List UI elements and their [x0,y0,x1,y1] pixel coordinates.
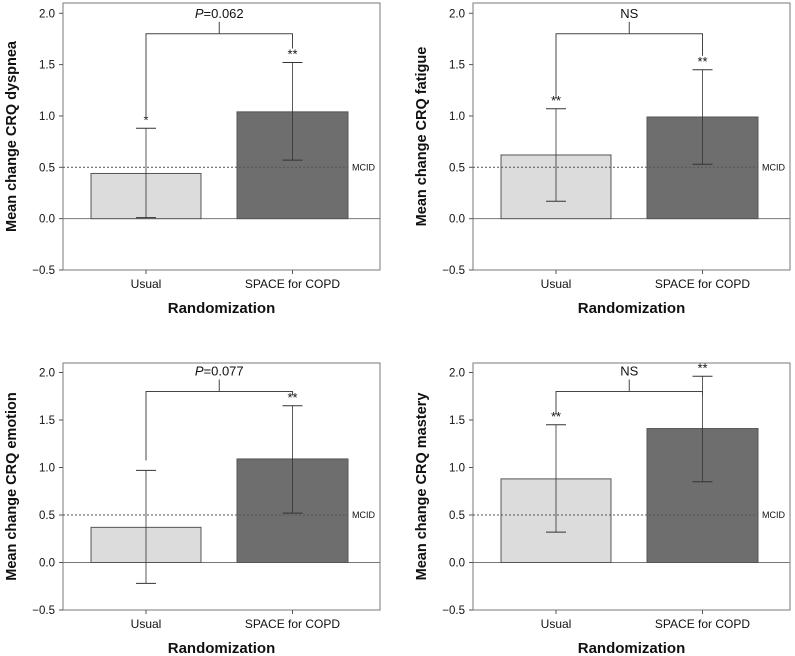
y-tick-label: 1.5 [39,60,55,72]
comparison-bracket [145,391,293,461]
x-axis-title: Randomization [578,640,686,656]
chart-panel-2: −0.5 0.0 0.5 1.0 1.5 2.0 ** Usual ** SPACE for CO… [414,2,791,317]
comparison-bracket [555,391,703,415]
y-tick-label: 1.0 [449,111,465,123]
chart-panel-3: −0.5 0.0 0.5 1.0 1.5 2.0 Usual ** SPACE for COPD… [4,362,381,656]
y-tick-label: 0.0 [449,558,465,570]
x-axis-title: Randomization [168,640,276,656]
mcid-label: MCID [762,162,785,172]
y-tick-label: 1.5 [39,415,55,427]
comparison-prefix: P [195,6,204,21]
y-tick-label: 0.5 [449,510,465,522]
significance-marker: ** [287,47,297,62]
x-axis-title: Randomization [168,300,276,317]
x-category-label: SPACE for COPD [245,277,340,291]
y-tick-label: 2.0 [449,368,465,380]
y-tick-label: −0.5 [442,605,465,617]
y-tick-label: 0.0 [39,214,55,226]
mcid-label: MCID [352,510,375,520]
comparison-label: P=0.077 [195,364,244,379]
y-tick-label: 1.5 [449,415,465,427]
plot-frame [472,362,791,611]
significance-marker: ** [551,409,561,424]
comparison-bracket [555,33,703,99]
chart-panel-1: −0.5 0.0 0.5 1.0 1.5 2.0 * Usual ** SPACE for COP… [4,2,381,317]
y-axis-title: Mean change CRQ fatigue [414,47,430,227]
y-tick-label: 1.0 [39,111,55,123]
y-tick-label: −0.5 [32,265,55,277]
y-tick-label: 0.5 [39,162,55,174]
chart-panel-4: −0.5 0.0 0.5 1.0 1.5 2.0 ** Usual ** SPACE for CO… [414,360,791,656]
x-category-label: Usual [541,277,572,291]
y-axis-title: Mean change CRQ emotion [4,392,20,581]
significance-marker: ** [551,93,561,108]
mcid-label: MCID [762,510,785,520]
x-category-label: Usual [541,617,572,631]
comparison-prefix: P [195,364,204,379]
x-category-label: SPACE for COPD [655,617,750,631]
y-tick-label: −0.5 [442,265,465,277]
y-tick-label: 0.5 [39,510,55,522]
significance-marker: * [143,112,148,127]
y-axis-title: Mean change CRQ dyspnea [4,40,20,232]
comparison-value: =0.077 [204,364,244,379]
y-tick-label: 1.5 [449,60,465,72]
comparison-label: P=0.062 [195,6,244,21]
x-category-label: Usual [131,617,162,631]
x-category-label: SPACE for COPD [655,277,750,291]
plot-frame [62,362,381,611]
x-axis-title: Randomization [578,300,686,317]
y-tick-label: 0.0 [449,214,465,226]
y-axis-title: Mean change CRQ mastery [414,393,430,581]
plot-frame [472,2,791,271]
comparison-bracket [145,33,293,119]
x-category-label: Usual [131,277,162,291]
y-tick-label: 2.0 [39,368,55,380]
y-tick-label: 1.0 [449,463,465,475]
y-tick-label: 0.5 [449,162,465,174]
significance-marker: ** [287,390,297,405]
significance-marker: ** [697,54,707,69]
plot-frame [62,2,381,271]
comparison-value: =0.062 [204,6,244,21]
comparison-label: NS [620,6,638,21]
y-tick-label: 2.0 [449,8,465,20]
mcid-label: MCID [352,162,375,172]
y-tick-label: −0.5 [32,605,55,617]
y-tick-label: 0.0 [39,558,55,570]
y-tick-label: 2.0 [39,8,55,20]
significance-marker: ** [697,360,707,375]
x-category-label: SPACE for COPD [245,617,340,631]
y-tick-label: 1.0 [39,463,55,475]
comparison-label: NS [620,364,638,379]
comparison-value: NS [620,364,638,379]
comparison-value: NS [620,6,638,21]
